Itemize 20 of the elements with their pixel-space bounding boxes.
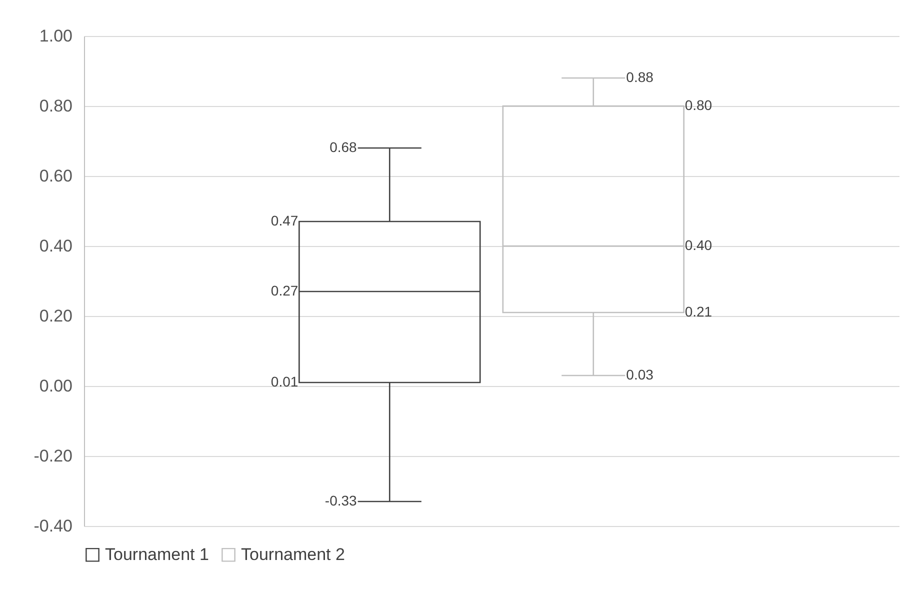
text: 0.21 xyxy=(684,304,712,320)
y-tick-label: -0.40 xyxy=(34,516,72,536)
y-tick-label: 0.60 xyxy=(39,166,72,186)
legend-label: Tournament 1 xyxy=(105,544,209,564)
text: -0.33 xyxy=(324,492,357,508)
text: 0.88 xyxy=(626,69,654,85)
y-tick-label: -0.20 xyxy=(34,446,72,466)
text: 0.03 xyxy=(626,366,654,382)
y-tick-label: 1.00 xyxy=(39,26,72,46)
text: 0.80 xyxy=(684,97,712,113)
y-tick-label: 0.00 xyxy=(39,376,72,396)
legend-label: Tournament 2 xyxy=(241,544,345,564)
y-tick-label: 0.40 xyxy=(39,236,72,256)
y-tick-label: 0.80 xyxy=(39,96,72,116)
text: 0.47 xyxy=(270,212,298,228)
text: 0.68 xyxy=(330,139,357,155)
y-tick-label: 0.20 xyxy=(39,306,72,326)
text: 0.27 xyxy=(270,282,298,298)
text: 0.40 xyxy=(684,237,712,253)
text: 0.01 xyxy=(270,374,298,390)
